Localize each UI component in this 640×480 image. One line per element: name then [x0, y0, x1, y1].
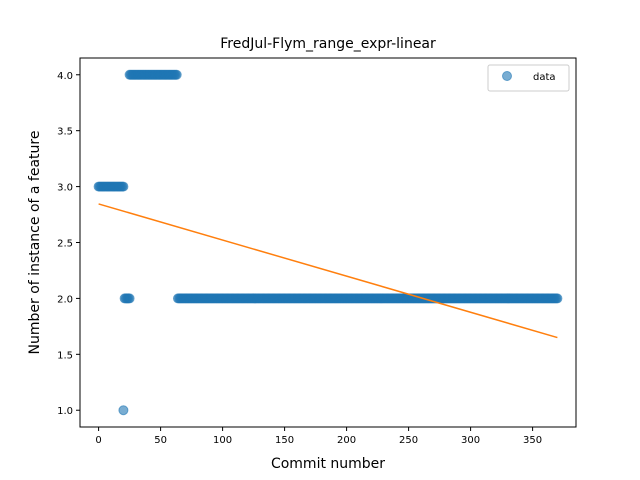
fit-line: [98, 203, 558, 339]
x-tick-label: 250: [399, 435, 418, 446]
y-axis-label: Number of instance of a feature: [27, 131, 43, 355]
x-tick-label: 50: [154, 435, 167, 446]
data-point: [124, 293, 135, 304]
legend-label-data: data: [533, 72, 556, 83]
x-tick-label: 200: [337, 435, 356, 446]
x-tick-label: 350: [523, 435, 542, 446]
legend-box: [487, 64, 570, 92]
data-point: [118, 181, 129, 192]
y-tick-label: 3.0: [57, 183, 73, 194]
y-tick-label: 1.0: [57, 406, 73, 417]
x-axis-label: Commit number: [271, 456, 385, 472]
data-point: [171, 69, 182, 80]
x-axis-ticks: 0 50 100 150 200 250 300 350: [95, 427, 542, 446]
y-tick-label: 3.5: [57, 127, 73, 138]
data-point: [552, 293, 563, 304]
legend: data: [487, 64, 570, 92]
legend-marker-data: [502, 71, 512, 81]
y-axis-ticks: 1.0 1.5 2.0 2.5 3.0 3.5 4.0: [57, 71, 80, 417]
x-tick-label: 100: [213, 435, 232, 446]
y-tick-label: 4.0: [57, 71, 73, 82]
data-point: [118, 405, 129, 416]
x-tick-label: 300: [461, 435, 480, 446]
y-tick-label: 2.0: [57, 294, 73, 305]
fit-line-group: [98, 203, 558, 339]
chart-title: FredJul-Flym_range_expr-linear: [220, 36, 436, 52]
x-tick-label: 150: [275, 435, 294, 446]
y-tick-label: 2.5: [57, 239, 73, 250]
data-points: [93, 69, 563, 416]
y-tick-label: 1.5: [57, 350, 73, 361]
x-tick-label: 0: [95, 435, 101, 446]
